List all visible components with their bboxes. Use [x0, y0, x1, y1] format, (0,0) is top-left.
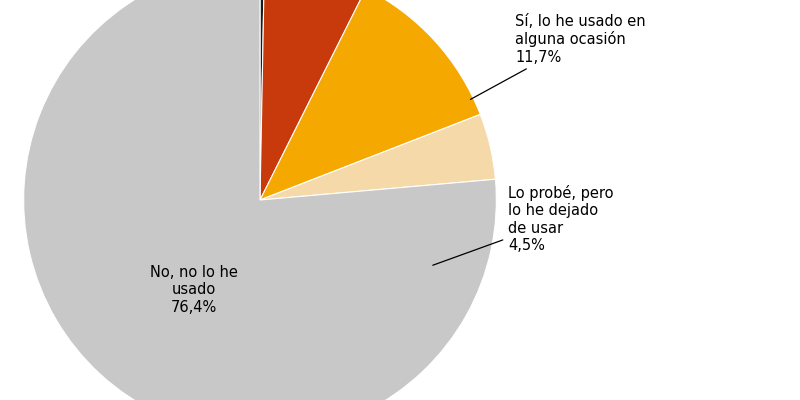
Wedge shape [260, 0, 265, 200]
Text: Lo probé, pero
lo he dejado
de usar
4,5%: Lo probé, pero lo he dejado de usar 4,5% [433, 185, 614, 265]
Wedge shape [260, 114, 495, 200]
Text: No, no lo he
usado
76,4%: No, no lo he usado 76,4% [150, 265, 238, 315]
Text: Sí, lo he usado en
alguna ocasión
11,7%: Sí, lo he usado en alguna ocasión 11,7% [470, 14, 646, 99]
Wedge shape [24, 0, 496, 400]
Wedge shape [260, 0, 366, 200]
Wedge shape [260, 0, 480, 200]
